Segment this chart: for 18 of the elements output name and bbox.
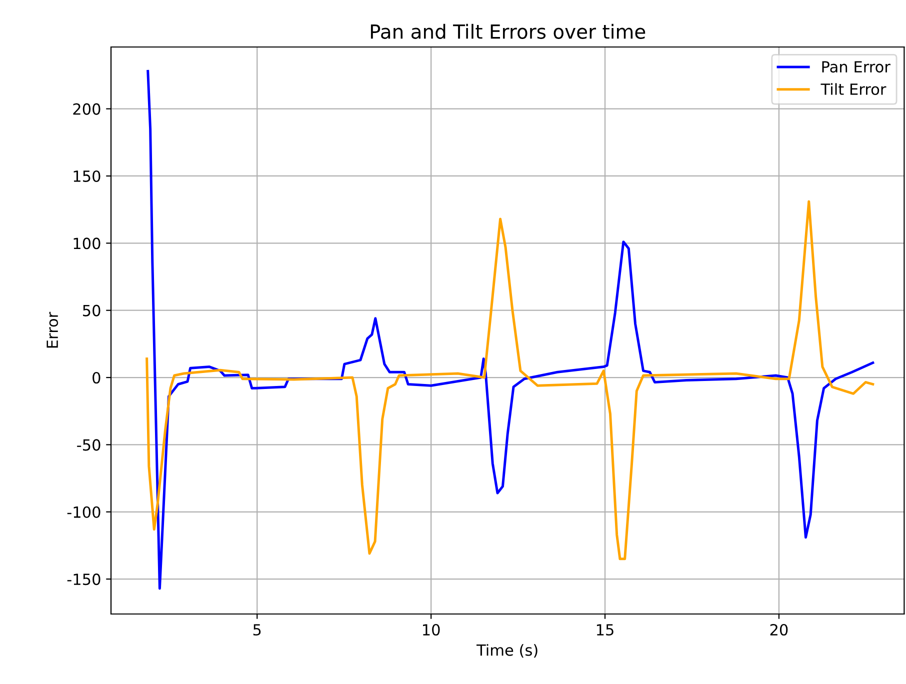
y-tick-label: -50: [77, 439, 100, 451]
chart-title: Pan and Tilt Errors over time: [370, 24, 646, 39]
x-tick-label: 5: [253, 624, 261, 636]
x-tick-label: 15: [596, 624, 614, 636]
y-tick-label: -100: [67, 506, 100, 518]
y-tick-label: 50: [83, 304, 100, 316]
legend-label: Tilt Error: [820, 83, 886, 95]
legend-label: Pan Error: [822, 61, 890, 73]
y-tick-label: -150: [67, 574, 100, 586]
y-tick-label: 100: [74, 238, 100, 250]
x-tick-label: 10: [423, 624, 440, 636]
y-tick-label: 0: [92, 372, 100, 384]
line-series: [146, 200, 874, 560]
y-axis-title: Error: [46, 312, 58, 348]
x-axis-title: Time (s): [476, 644, 538, 658]
y-tick-label: 200: [73, 103, 100, 115]
y-tick-label: 150: [74, 170, 100, 182]
x-tick-label: 20: [770, 624, 788, 636]
